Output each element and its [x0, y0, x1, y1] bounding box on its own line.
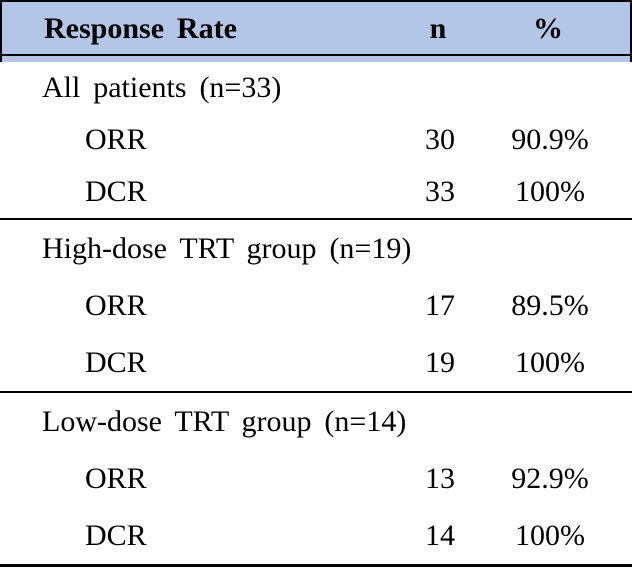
section-low-dose-trt: Low-dose TRT group (n=14) ORR 13 92.9% D…	[0, 393, 632, 567]
row-label: DCR	[85, 518, 147, 552]
group-label: Low-dose TRT group (n=14)	[42, 404, 407, 438]
data-row-orr: ORR 30 90.9%	[0, 114, 632, 166]
data-row-orr: ORR 13 92.9%	[0, 450, 632, 507]
group-label: High-dose TRT group (n=19)	[42, 231, 412, 265]
row-label: DCR	[85, 345, 147, 379]
row-n-value: 14	[425, 518, 455, 552]
header-divider-line	[0, 54, 632, 56]
row-percent-value: 100%	[515, 175, 585, 208]
group-label-row: All patients (n=33)	[0, 62, 632, 114]
row-n-value: 17	[425, 288, 455, 322]
data-row-orr: ORR 17 89.5%	[0, 277, 632, 334]
row-percent-value: 90.9%	[511, 123, 589, 156]
group-label: All patients (n=33)	[42, 71, 282, 104]
section-high-dose-trt: High-dose TRT group (n=19) ORR 17 89.5% …	[0, 220, 632, 393]
row-label: ORR	[85, 123, 147, 156]
row-label: DCR	[85, 175, 147, 208]
table-header: Response Rate n %	[0, 0, 632, 62]
data-row-dcr: DCR 19 100%	[0, 334, 632, 391]
header-row: Response Rate n %	[2, 2, 630, 54]
row-percent-value: 92.9%	[511, 461, 589, 495]
row-percent-value: 100%	[515, 518, 585, 552]
row-n-value: 30	[425, 123, 455, 156]
group-label-row: High-dose TRT group (n=19)	[0, 220, 632, 277]
header-col-percent: %	[533, 12, 563, 45]
group-label-row: Low-dose TRT group (n=14)	[0, 393, 632, 450]
section-all-patients: All patients (n=33) ORR 30 90.9% DCR 33 …	[0, 62, 632, 220]
header-col-response-rate: Response Rate	[44, 12, 237, 45]
row-label: ORR	[85, 288, 147, 322]
row-n-value: 13	[425, 461, 455, 495]
header-col-n: n	[429, 12, 447, 45]
data-row-dcr: DCR 14 100%	[0, 507, 632, 564]
row-label: ORR	[85, 461, 147, 495]
data-row-dcr: DCR 33 100%	[0, 166, 632, 218]
row-n-value: 33	[425, 175, 455, 208]
row-percent-value: 100%	[515, 345, 585, 379]
row-n-value: 19	[425, 345, 455, 379]
row-percent-value: 89.5%	[511, 288, 589, 322]
